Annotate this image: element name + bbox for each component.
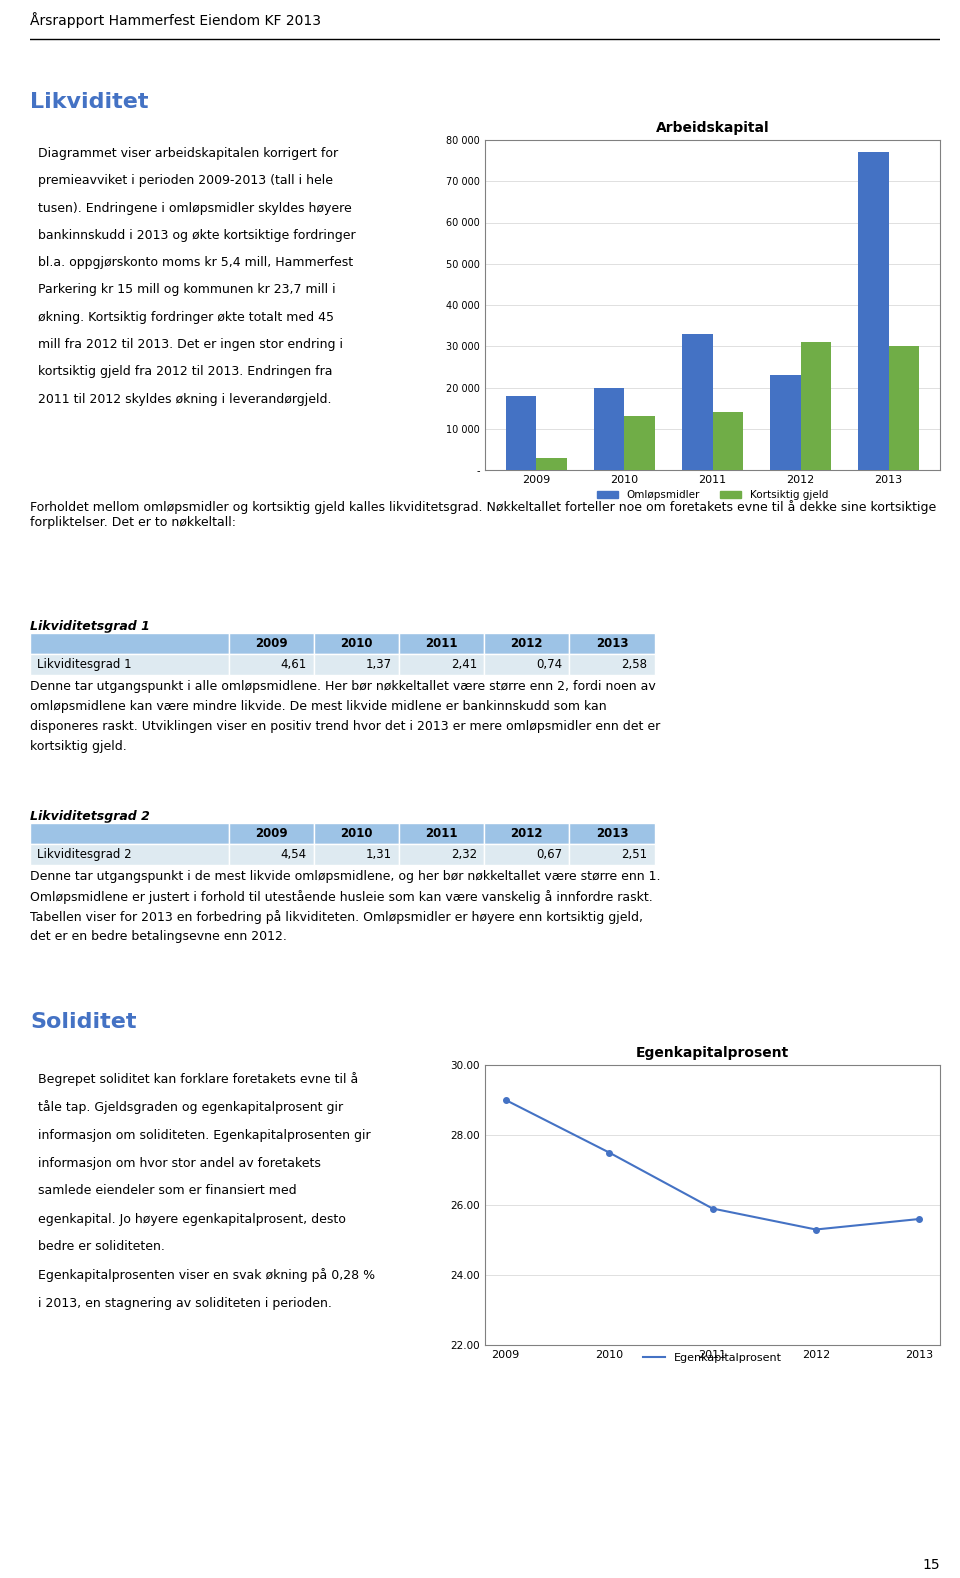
Text: 4,54: 4,54	[280, 847, 307, 862]
Text: 2013: 2013	[596, 827, 628, 839]
Text: premieavviket i perioden 2009-2013 (tall i hele: premieavviket i perioden 2009-2013 (tall…	[38, 175, 333, 188]
Text: omløpsmidlene kan være mindre likvide. De mest likvide midlene er bankinnskudd s: omløpsmidlene kan være mindre likvide. D…	[30, 701, 607, 713]
Text: Likviditetsgrad 2: Likviditetsgrad 2	[30, 810, 150, 824]
Bar	[569, 653, 655, 675]
Text: Denne tar utgangspunkt i de mest likvide omløpsmidlene, og her bør nøkkeltallet : Denne tar utgangspunkt i de mest likvide…	[30, 869, 660, 884]
Text: 2,58: 2,58	[621, 658, 648, 671]
Text: 15: 15	[923, 1557, 940, 1572]
Bar	[712, 412, 743, 470]
Bar	[228, 653, 314, 675]
Bar	[399, 844, 484, 865]
Text: 2011 til 2012 skyldes økning i leverandørgjeld.: 2011 til 2012 skyldes økning i leverandø…	[38, 393, 332, 406]
Text: informasjon om hvor stor andel av foretakets: informasjon om hvor stor andel av foreta…	[38, 1157, 322, 1169]
Text: 2011: 2011	[425, 827, 458, 839]
Text: 2013: 2013	[596, 638, 628, 650]
Title: Arbeidskapital: Arbeidskapital	[656, 120, 769, 134]
Legend: Egenkapitalprosent: Egenkapitalprosent	[638, 1349, 786, 1368]
Text: Diagrammet viser arbeidskapitalen korrigert for: Diagrammet viser arbeidskapitalen korrig…	[38, 147, 339, 159]
Text: 1,37: 1,37	[366, 658, 392, 671]
Text: Omløpsmidlene er justert i forhold til utestående husleie som kan være vanskelig: Omløpsmidlene er justert i forhold til u…	[30, 890, 653, 904]
Text: kortsiktig gjeld.: kortsiktig gjeld.	[30, 740, 127, 753]
Text: Likviditesgrad 2: Likviditesgrad 2	[37, 847, 132, 862]
Text: 2012: 2012	[511, 827, 543, 839]
Text: økning. Kortsiktig fordringer økte totalt med 45: økning. Kortsiktig fordringer økte total…	[38, 311, 334, 323]
Text: Tabellen viser for 2013 en forbedring på likviditeten. Omløpsmidler er høyere en: Tabellen viser for 2013 en forbedring på…	[30, 911, 643, 925]
Bar	[30, 633, 228, 653]
Text: 0,74: 0,74	[537, 658, 563, 671]
Text: Likviditesgrad 1: Likviditesgrad 1	[37, 658, 132, 671]
Text: samlede eiendeler som er finansiert med: samlede eiendeler som er finansiert med	[38, 1185, 297, 1198]
Text: disponeres raskt. Utviklingen viser en positiv trend hvor det i 2013 er mere oml: disponeres raskt. Utviklingen viser en p…	[30, 720, 660, 734]
Bar	[569, 824, 655, 844]
Text: bankinnskudd i 2013 og økte kortsiktige fordringer: bankinnskudd i 2013 og økte kortsiktige …	[38, 229, 356, 241]
Text: tåle tap. Gjeldsgraden og egenkapitalprosent gir: tåle tap. Gjeldsgraden og egenkapitalpro…	[38, 1100, 344, 1114]
Bar	[30, 824, 228, 844]
Bar	[770, 376, 801, 470]
Bar	[314, 824, 399, 844]
Bar	[314, 653, 399, 675]
Text: kortsiktig gjeld fra 2012 til 2013. Endringen fra: kortsiktig gjeld fra 2012 til 2013. Endr…	[38, 366, 333, 379]
Text: Denne tar utgangspunkt i alle omløpsmidlene. Her bør nøkkeltallet være større en: Denne tar utgangspunkt i alle omløpsmidl…	[30, 680, 656, 693]
Bar	[30, 653, 228, 675]
Text: bedre er soliditeten.: bedre er soliditeten.	[38, 1240, 165, 1253]
Bar	[228, 824, 314, 844]
Bar	[399, 633, 484, 653]
Text: egenkapital. Jo høyere egenkapitalprosent, desto: egenkapital. Jo høyere egenkapitalprosen…	[38, 1212, 347, 1226]
Bar	[537, 458, 567, 470]
Bar	[506, 396, 537, 470]
Text: 2010: 2010	[340, 827, 372, 839]
Bar	[801, 342, 831, 470]
Bar	[889, 346, 920, 470]
Bar	[399, 824, 484, 844]
Text: i 2013, en stagnering av soliditeten i perioden.: i 2013, en stagnering av soliditeten i p…	[38, 1297, 332, 1310]
Legend: Omløpsmidler, Kortsiktig gjeld: Omløpsmidler, Kortsiktig gjeld	[593, 486, 832, 505]
Bar	[484, 844, 569, 865]
Text: 4,61: 4,61	[280, 658, 307, 671]
Text: 2,41: 2,41	[451, 658, 477, 671]
Bar	[569, 633, 655, 653]
Text: 2009: 2009	[255, 827, 288, 839]
Bar	[314, 844, 399, 865]
Text: 0,67: 0,67	[537, 847, 563, 862]
Bar	[30, 844, 228, 865]
Bar	[569, 844, 655, 865]
Text: 2,51: 2,51	[621, 847, 648, 862]
Text: Forholdet mellom omløpsmidler og kortsiktig gjeld kalles likviditetsgrad. Nøkkel: Forholdet mellom omløpsmidler og kortsik…	[30, 500, 936, 529]
Text: 2012: 2012	[511, 638, 543, 650]
Text: 2,32: 2,32	[451, 847, 477, 862]
Bar	[857, 153, 889, 470]
Text: Egenkapitalprosenten viser en svak økning på 0,28 %: Egenkapitalprosenten viser en svak øknin…	[38, 1269, 375, 1281]
Bar	[593, 388, 625, 470]
Text: 2010: 2010	[340, 638, 372, 650]
Bar	[314, 633, 399, 653]
Text: Likviditet: Likviditet	[30, 93, 149, 112]
Bar	[484, 653, 569, 675]
Bar	[625, 417, 656, 470]
Text: Parkering kr 15 mill og kommunen kr 23,7 mill i: Parkering kr 15 mill og kommunen kr 23,7…	[38, 284, 336, 297]
Text: Begrepet soliditet kan forklare foretakets evne til å: Begrepet soliditet kan forklare foretake…	[38, 1071, 359, 1086]
Bar	[484, 633, 569, 653]
Text: Årsrapport Hammerfest Eiendom KF 2013: Årsrapport Hammerfest Eiendom KF 2013	[30, 13, 321, 28]
Text: 2011: 2011	[425, 638, 458, 650]
Text: informasjon om soliditeten. Egenkapitalprosenten gir: informasjon om soliditeten. Egenkapitalp…	[38, 1128, 371, 1141]
Text: tusen). Endringene i omløpsmidler skyldes høyere: tusen). Endringene i omløpsmidler skylde…	[38, 202, 352, 215]
Text: 2009: 2009	[255, 638, 288, 650]
Text: mill fra 2012 til 2013. Det er ingen stor endring i: mill fra 2012 til 2013. Det er ingen sto…	[38, 338, 344, 350]
Bar	[228, 633, 314, 653]
Text: Likviditetsgrad 1: Likviditetsgrad 1	[30, 620, 150, 633]
Bar	[682, 335, 712, 470]
Bar	[484, 824, 569, 844]
Text: Soliditet: Soliditet	[30, 1013, 136, 1032]
Bar	[228, 844, 314, 865]
Text: det er en bedre betalingsevne enn 2012.: det er en bedre betalingsevne enn 2012.	[30, 929, 287, 944]
Text: 1,31: 1,31	[366, 847, 392, 862]
Bar	[399, 653, 484, 675]
Title: Egenkapitalprosent: Egenkapitalprosent	[636, 1046, 789, 1060]
Text: bl.a. oppgjørskonto moms kr 5,4 mill, Hammerfest: bl.a. oppgjørskonto moms kr 5,4 mill, Ha…	[38, 256, 353, 270]
